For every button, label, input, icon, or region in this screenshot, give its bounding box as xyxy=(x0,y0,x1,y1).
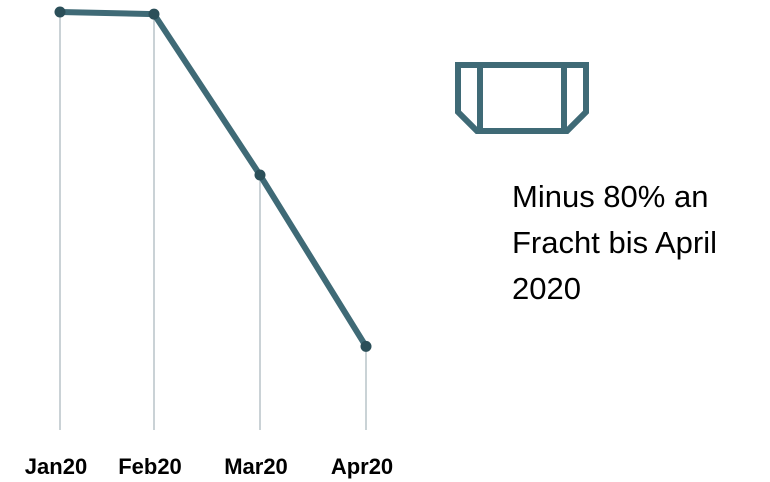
x-tick-label-feb20: Feb20 xyxy=(118,454,182,479)
series-line xyxy=(57,9,369,350)
annotation-line-1: Minus 80% an xyxy=(512,179,709,214)
data-point-apr20 xyxy=(360,340,372,352)
x-tick-label-mar20: Mar20 xyxy=(224,454,288,479)
annotation-text: Minus 80% an Fracht bis April 2020 xyxy=(512,174,762,312)
annotation-line-2: Fracht bis April xyxy=(512,225,718,260)
x-tick-label-apr20: Apr20 xyxy=(331,454,393,479)
data-point-mar20 xyxy=(254,169,266,181)
data-point-feb20 xyxy=(148,8,160,20)
cargo-container-icon xyxy=(455,62,589,134)
drop-lines xyxy=(59,12,367,430)
x-tick-label-jan20: Jan20 xyxy=(25,454,87,479)
x-tick-labels: Jan20 Feb20 Mar20 Apr20 xyxy=(25,454,393,479)
data-markers xyxy=(54,6,372,352)
annotation-line-3: 2020 xyxy=(512,271,581,306)
data-point-jan20 xyxy=(54,6,66,18)
